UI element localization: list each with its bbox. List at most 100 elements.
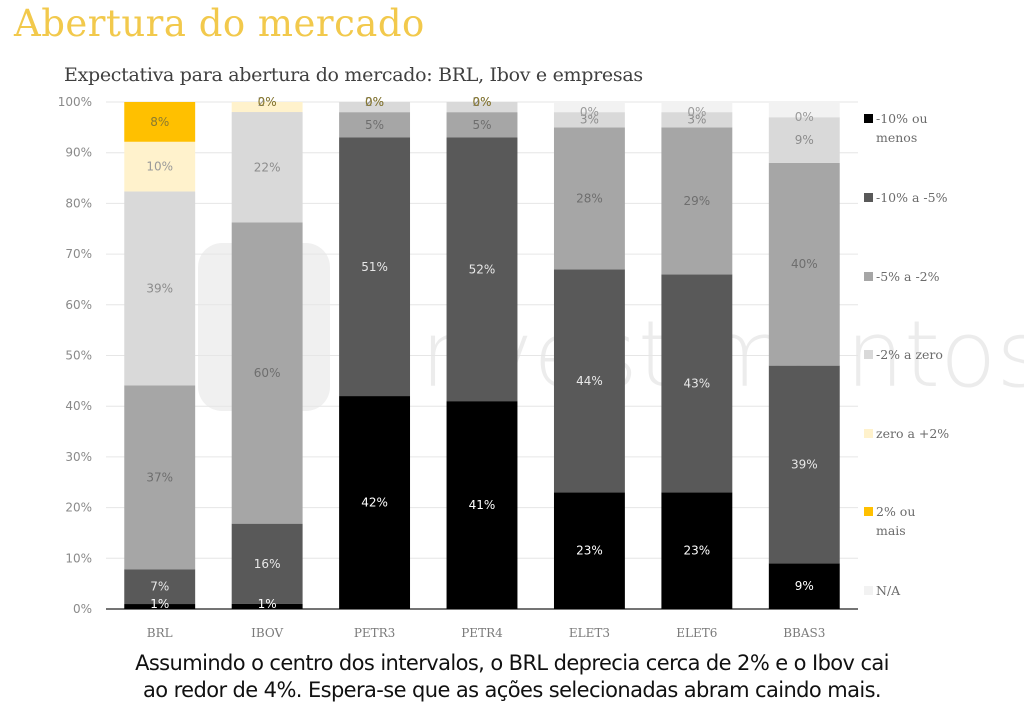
data-label: 16% bbox=[254, 557, 281, 571]
y-tick-label: 10% bbox=[65, 551, 92, 565]
data-label: 0% bbox=[258, 95, 277, 109]
bar-segment bbox=[553, 269, 625, 493]
data-label: 51% bbox=[361, 260, 388, 274]
bar-segment bbox=[768, 117, 840, 163]
bar-segment bbox=[768, 162, 840, 366]
bar-segment bbox=[231, 603, 303, 609]
data-label: 23% bbox=[576, 544, 603, 558]
bar-segment bbox=[231, 102, 303, 113]
bar-segment bbox=[124, 141, 196, 192]
bar-segment bbox=[553, 492, 625, 609]
data-label: 3% bbox=[687, 113, 706, 127]
bar-segment bbox=[553, 112, 625, 128]
legend-swatch bbox=[864, 507, 873, 516]
bar-segment bbox=[661, 127, 733, 275]
bar-segment bbox=[124, 569, 196, 605]
bar-segment bbox=[124, 191, 196, 386]
legend-label: zero a +2% bbox=[876, 426, 949, 441]
bar-segment bbox=[661, 492, 733, 609]
legend-swatch bbox=[864, 114, 873, 123]
legend-label: -10% a -5% bbox=[876, 190, 948, 205]
y-tick-label: 20% bbox=[65, 501, 92, 515]
bar-segment bbox=[231, 112, 303, 223]
legend-label: menos bbox=[876, 130, 917, 145]
legend-label: -2% a zero bbox=[876, 347, 943, 362]
page-title: Abertura do mercado bbox=[14, 2, 425, 45]
data-label: 1% bbox=[150, 597, 169, 611]
legend-swatch bbox=[864, 429, 873, 438]
y-tick-label: 100% bbox=[58, 95, 92, 109]
data-label: 2% bbox=[258, 95, 277, 109]
bar-segment bbox=[231, 222, 303, 524]
legend-swatch bbox=[864, 350, 873, 359]
bar-segment bbox=[339, 396, 411, 609]
caption-line-1: Assumindo o centro dos intervalos, o BRL… bbox=[135, 651, 889, 675]
bar-segment bbox=[768, 365, 840, 564]
bar-segment bbox=[231, 523, 303, 604]
bar-segment bbox=[446, 137, 518, 402]
data-label: 2% bbox=[472, 95, 491, 109]
data-label: 3% bbox=[580, 113, 599, 127]
data-label: 42% bbox=[361, 496, 388, 510]
data-label: 52% bbox=[469, 262, 496, 276]
data-label: 2% bbox=[365, 95, 384, 109]
y-tick-label: 60% bbox=[65, 298, 92, 312]
data-label: 8% bbox=[150, 115, 169, 129]
data-label: 0% bbox=[687, 105, 706, 119]
bar-segment bbox=[446, 112, 518, 138]
data-label: 7% bbox=[150, 580, 169, 594]
bar-segment bbox=[124, 604, 196, 609]
data-label: 39% bbox=[146, 281, 173, 295]
chart-title: Expectativa para abertura do mercado: BR… bbox=[64, 64, 643, 86]
data-label: 0% bbox=[580, 105, 599, 119]
data-label: 23% bbox=[684, 544, 711, 558]
legend-swatch bbox=[864, 193, 873, 202]
bar-segment bbox=[768, 563, 840, 609]
bar-segment bbox=[124, 102, 196, 142]
x-tick-label: PETR4 bbox=[461, 626, 503, 640]
data-label: 40% bbox=[791, 257, 818, 271]
bar-segment bbox=[553, 127, 625, 270]
x-tick-label: BRL bbox=[147, 626, 173, 640]
caption: Assumindo o centro dos intervalos, o BRL… bbox=[0, 650, 1024, 704]
data-label: 41% bbox=[469, 498, 496, 512]
legend-swatch bbox=[864, 586, 873, 595]
y-tick-label: 90% bbox=[65, 146, 92, 160]
bar-segment bbox=[446, 102, 518, 113]
y-tick-label: 30% bbox=[65, 450, 92, 464]
data-label: 5% bbox=[365, 118, 384, 132]
data-label: 39% bbox=[791, 458, 818, 472]
data-label: 29% bbox=[684, 194, 711, 208]
bar-segment bbox=[339, 102, 411, 113]
bar-segment bbox=[446, 401, 518, 609]
data-label: 43% bbox=[684, 376, 711, 390]
y-tick-label: 50% bbox=[65, 349, 92, 363]
legend-label: N/A bbox=[876, 583, 901, 598]
y-tick-label: 80% bbox=[65, 196, 92, 210]
data-label: 0% bbox=[795, 110, 814, 124]
x-tick-label: BBAS3 bbox=[783, 626, 825, 640]
data-label: 1% bbox=[258, 597, 277, 611]
bar-segment bbox=[339, 137, 411, 397]
x-tick-label: PETR3 bbox=[354, 626, 396, 640]
bar-segment bbox=[661, 112, 733, 128]
data-label: 22% bbox=[254, 160, 281, 174]
y-tick-label: 0% bbox=[73, 602, 92, 616]
caption-line-2: ao redor de 4%. Espera-se que as ações s… bbox=[142, 678, 882, 702]
x-tick-label: IBOV bbox=[251, 626, 283, 640]
data-label: 37% bbox=[146, 470, 173, 484]
x-tick-label: ELET6 bbox=[676, 626, 717, 640]
y-tick-label: 40% bbox=[65, 399, 92, 413]
bar-segment bbox=[661, 274, 733, 493]
legend-label: -10% ou bbox=[876, 111, 928, 126]
legend-label: 2% ou bbox=[876, 504, 915, 519]
data-label: 0% bbox=[365, 95, 384, 109]
data-label: 9% bbox=[795, 579, 814, 593]
legend-swatch bbox=[864, 272, 873, 281]
data-label: 9% bbox=[795, 133, 814, 147]
data-label: 0% bbox=[472, 95, 491, 109]
data-label: 5% bbox=[472, 118, 491, 132]
legend-label: mais bbox=[876, 523, 906, 538]
bar-segment bbox=[124, 385, 196, 570]
